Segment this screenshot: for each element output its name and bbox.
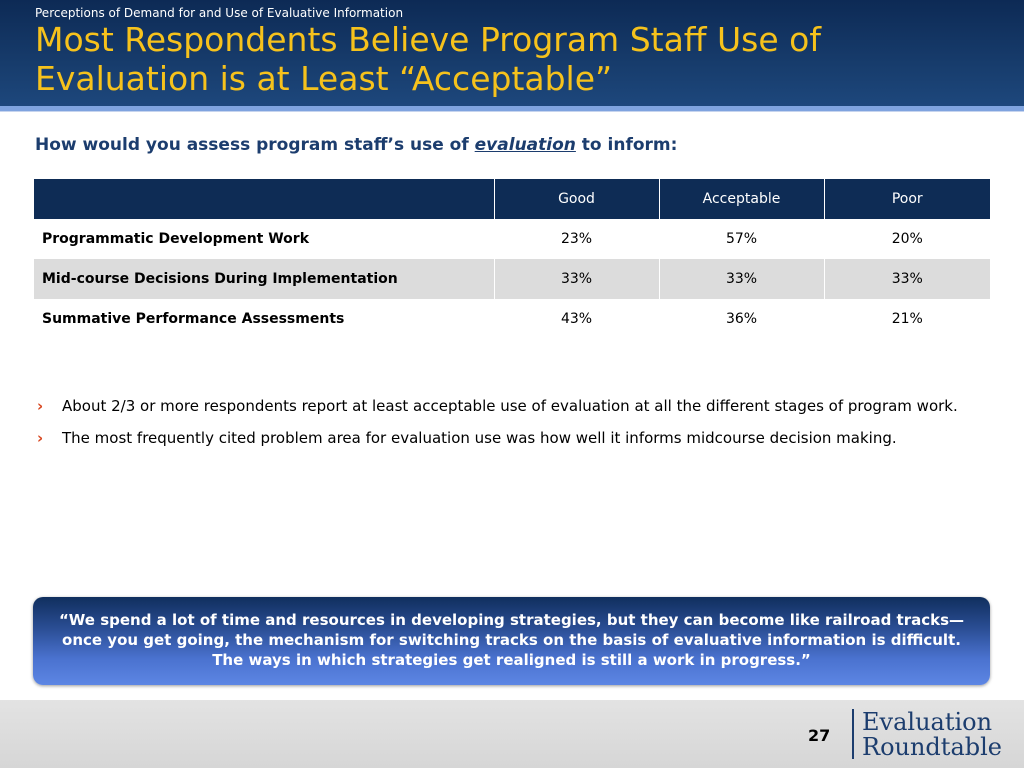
logo-text-line1: Evaluation — [862, 708, 993, 736]
question-suffix: to inform: — [575, 135, 678, 155]
cell-poor: 20% — [823, 219, 990, 259]
quote-callout: “We spend a lot of time and resources in… — [33, 597, 990, 685]
quote-text: “We spend a lot of time and resources in… — [58, 611, 965, 669]
chevron-right-icon: › — [37, 397, 44, 415]
table-row: Summative Performance Assessments 43% 36… — [34, 299, 990, 339]
row-label: Mid-course Decisions During Implementati… — [34, 259, 494, 299]
page-number: 27 — [808, 726, 831, 745]
slide-title: Most Respondents Believe Program Staff U… — [35, 20, 821, 98]
table-header-row: Good Acceptable Poor — [34, 179, 990, 219]
survey-question: How would you assess program staff’s use… — [35, 135, 677, 155]
key-findings-list: › About 2/3 or more respondents report a… — [35, 396, 985, 460]
bullet-text: About 2/3 or more respondents report at … — [62, 397, 958, 415]
cell-good: 43% — [493, 299, 659, 339]
header-divider — [0, 106, 1024, 111]
header-cell-poor: Poor — [823, 179, 990, 219]
logo-text-line2: Roundtable — [862, 733, 1002, 761]
header-banner — [0, 0, 1024, 106]
header-cell-good: Good — [493, 179, 659, 219]
section-kicker: Perceptions of Demand for and Use of Eva… — [35, 6, 404, 20]
header-cell-blank — [34, 179, 494, 219]
header-divider-thin — [0, 111, 1024, 112]
cell-good: 23% — [493, 219, 659, 259]
row-label: Summative Performance Assessments — [42, 311, 345, 327]
cell-acceptable: 36% — [658, 299, 824, 339]
header-cell-acceptable: Acceptable — [658, 179, 824, 219]
question-prefix: How would you assess program staff’s use… — [35, 135, 475, 155]
logo-divider — [852, 709, 854, 759]
cell-acceptable: 33% — [658, 259, 824, 299]
table-row: Programmatic Development Work 23% 57% 20… — [34, 219, 990, 259]
cell-poor: 33% — [823, 259, 990, 299]
cell-poor: 21% — [823, 299, 990, 339]
list-item: › The most frequently cited problem area… — [35, 428, 985, 448]
results-table: Good Acceptable Poor Programmatic Develo… — [34, 179, 990, 339]
cell-good: 33% — [493, 259, 659, 299]
cell-acceptable: 57% — [658, 219, 824, 259]
question-emphasis: evaluation — [474, 135, 576, 155]
list-item: › About 2/3 or more respondents report a… — [35, 396, 985, 416]
row-label: Programmatic Development Work — [42, 231, 310, 247]
table-row: Mid-course Decisions During Implementati… — [34, 259, 990, 299]
chevron-right-icon: › — [37, 429, 44, 447]
bullet-text: The most frequently cited problem area f… — [62, 429, 897, 447]
